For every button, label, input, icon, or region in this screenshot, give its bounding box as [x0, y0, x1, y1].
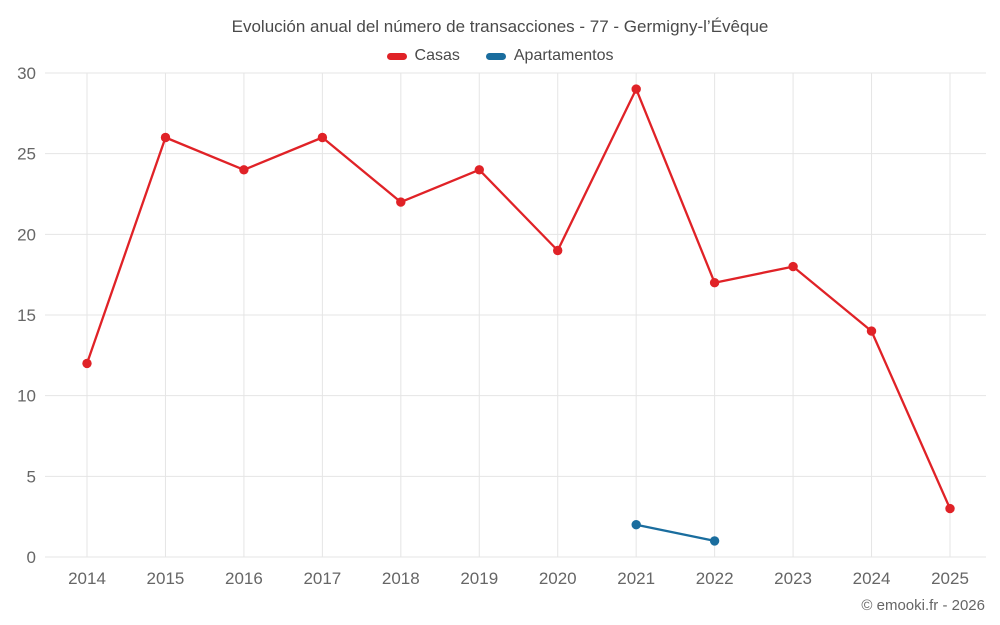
x-tick-label: 2014 — [68, 569, 106, 588]
legend-label-casas: Casas — [414, 47, 460, 64]
legend-item-apartamentos[interactable]: Apartamentos — [485, 47, 614, 65]
y-tick-label: 15 — [17, 306, 36, 325]
casas-series-swatch-icon — [386, 52, 407, 60]
x-tick-label: 2018 — [382, 569, 420, 588]
y-tick-label: 25 — [17, 145, 36, 164]
x-tick-label: 2016 — [225, 569, 263, 588]
data-point-casas-2019[interactable] — [474, 165, 484, 175]
x-tick-label: 2017 — [303, 569, 341, 588]
x-tick-label: 2024 — [853, 569, 891, 588]
x-tick-label: 2022 — [696, 569, 734, 588]
x-tick-label: 2025 — [931, 569, 969, 588]
copyright-text: © emooki.fr - 2026 — [861, 597, 985, 614]
legend-label-apartamentos: Apartamentos — [513, 47, 614, 64]
series-line-casas — [85, 87, 952, 510]
data-point-casas-2017[interactable] — [317, 132, 328, 143]
y-tick-label: 10 — [17, 387, 36, 406]
data-point-casas-2025[interactable] — [945, 503, 955, 514]
data-point-casas-2022[interactable] — [709, 278, 720, 288]
x-tick-label: 2021 — [617, 569, 655, 588]
y-tick-label: 30 — [17, 64, 36, 83]
data-point-casas-2023[interactable] — [788, 261, 798, 272]
data-point-apartamentos-2021[interactable] — [631, 520, 641, 530]
legend-item-casas[interactable]: Casas — [386, 47, 460, 65]
data-point-casas-2018[interactable] — [396, 197, 406, 207]
y-tick-label: 20 — [17, 225, 36, 244]
data-point-casas-2024[interactable] — [866, 326, 877, 336]
legend: Casas Apartamentos — [0, 47, 1000, 65]
x-tick-label: 2015 — [147, 569, 185, 588]
y-tick-label: 5 — [27, 467, 36, 486]
data-point-casas-2021[interactable] — [631, 84, 641, 94]
chart-title: Evolución anual del número de transaccio… — [231, 17, 769, 36]
data-point-casas-2015[interactable] — [160, 132, 171, 143]
x-tick-label: 2019 — [460, 569, 498, 588]
x-tick-label: 2023 — [774, 569, 812, 588]
x-tick-label: 2020 — [539, 569, 577, 588]
data-point-apartamentos-2022[interactable] — [709, 536, 720, 546]
series-line-apartamentos — [635, 523, 716, 543]
y-tick-label: 0 — [27, 548, 36, 567]
data-point-casas-2016[interactable] — [239, 165, 249, 175]
data-point-casas-2014[interactable] — [82, 358, 92, 369]
data-point-casas-2020[interactable] — [553, 245, 563, 256]
apartamentos-series-swatch-icon — [485, 52, 506, 60]
